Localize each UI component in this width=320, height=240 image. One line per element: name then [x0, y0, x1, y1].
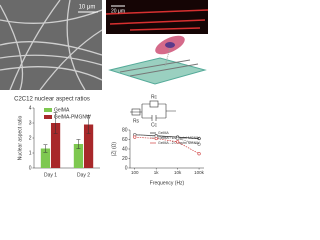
point: [154, 136, 158, 141]
legend-swatch: [44, 115, 52, 119]
y-tick-label: 20: [122, 156, 128, 162]
legend-label: GelMA: [158, 131, 169, 135]
scale-label: 20 μm: [111, 8, 125, 14]
x-tick-label: 1k: [154, 170, 160, 175]
sem-image: 10 μm: [0, 0, 103, 91]
y-axis-label: Nuclear aspect ratio: [17, 116, 23, 161]
figure: 10 μm 20 μm Rc Cc Rs C2C12 nuclear aspec…: [0, 0, 208, 187]
point: [176, 136, 180, 141]
error-bar: [43, 144, 48, 153]
point: [197, 152, 201, 156]
scale-label: 10 μm: [79, 5, 96, 11]
error-bar: [53, 112, 58, 134]
legend-label: GelMA: [54, 107, 70, 113]
x-axis-label: Frequency (Hz): [150, 180, 185, 186]
legend-label: GelMA - 2.0 mg/ml MGNW: [158, 141, 200, 145]
legend-label: GelMA-PMGNW: [54, 114, 91, 120]
x-tick-label: Day 1: [44, 172, 57, 178]
y-tick-label: 40: [122, 146, 128, 152]
y-tick-label: 2: [29, 135, 32, 141]
line: [134, 136, 200, 155]
y-tick-label: 60: [122, 137, 128, 143]
bar: [40, 148, 51, 168]
legend-swatch: [44, 108, 52, 112]
circuit-label: Rs: [133, 118, 140, 124]
bar: [83, 124, 94, 168]
error-bar: [86, 115, 91, 134]
line: [134, 134, 200, 145]
cell-diagram: [108, 35, 207, 85]
y-tick-label: 3: [29, 120, 32, 126]
point: [176, 140, 180, 144]
y-axis-label: |Z| (Ω): [111, 142, 117, 156]
fluorescence-image: 20 μm: [105, 0, 208, 34]
x-tick-label: Day 2: [77, 172, 90, 178]
x-tick-label: 100k: [194, 170, 205, 175]
y-tick-label: 4: [29, 105, 32, 111]
y-tick-label: 0: [125, 165, 128, 171]
error-bar: [76, 139, 81, 149]
circuit: [130, 100, 176, 121]
y-tick-label: 1: [29, 150, 32, 156]
y-tick-label: 0: [29, 165, 32, 171]
bar: [50, 123, 61, 168]
circuit-label: Rc: [151, 94, 158, 100]
x-tick-label: 100: [131, 170, 139, 175]
x-tick-label: 10k: [174, 170, 182, 175]
chart-title: C2C12 nuclear aspect ratios: [14, 97, 90, 103]
point: [133, 135, 137, 139]
circuit-label: Cc: [151, 122, 158, 128]
bar: [73, 144, 84, 168]
point: [197, 136, 201, 141]
point: [197, 142, 201, 146]
y-tick-label: 80: [122, 127, 128, 133]
